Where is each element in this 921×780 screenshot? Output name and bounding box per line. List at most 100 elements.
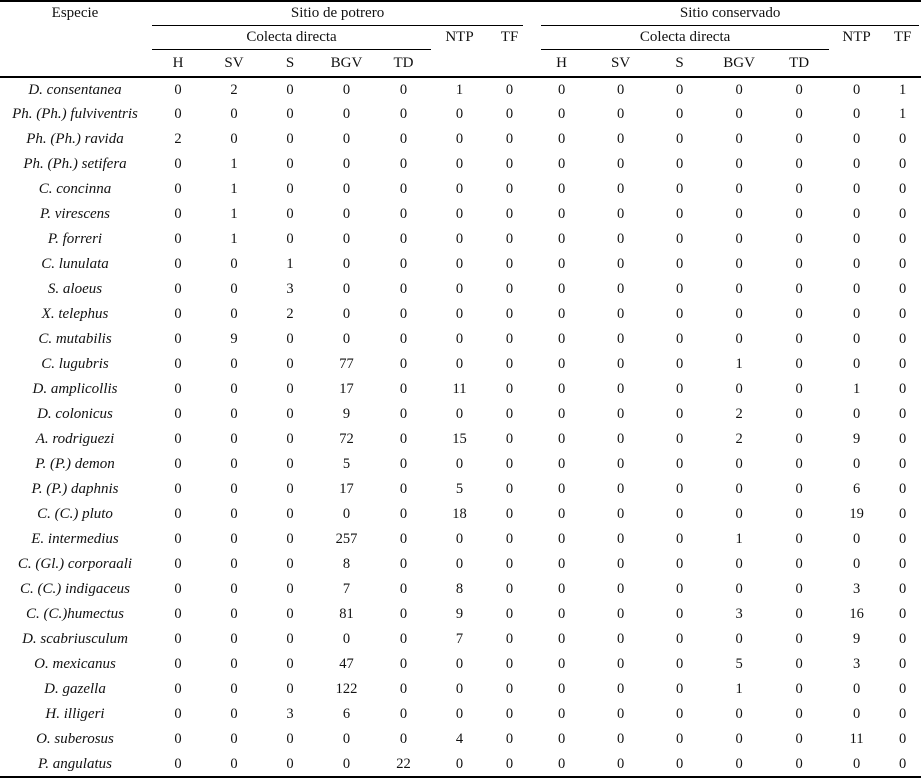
count-cell: 0 [675, 481, 684, 497]
count-cell: 0 [675, 131, 684, 147]
species-name: X. telephus [41, 306, 109, 322]
species-name: Ph. (Ph.) setifera [23, 156, 127, 172]
count-cell: 0 [505, 306, 514, 322]
count-cell: 0 [795, 306, 803, 322]
count-cell: 0 [230, 131, 238, 147]
count-cell: 0 [735, 131, 743, 147]
count-cell: 0 [557, 481, 566, 497]
count-cell: 0 [505, 106, 514, 122]
count-cell: 0 [342, 506, 351, 522]
count-cell: 0 [852, 281, 861, 297]
table-row: E. intermedius 0 0 0 257 0 0 0 0 0 0 1 0 0 0 [0, 527, 921, 552]
count-cell: 0 [230, 106, 238, 122]
count-cell: 6 [342, 706, 351, 722]
count-cell: 0 [852, 106, 861, 122]
table-row: C. (C.) pluto 0 0 0 0 0 18 0 0 0 0 0 0 19 0 [0, 502, 921, 527]
count-cell: 0 [795, 456, 803, 472]
count-cell: 0 [174, 581, 182, 597]
count-cell: 0 [616, 755, 625, 772]
count-cell: 0 [505, 731, 514, 747]
count-cell: 0 [899, 406, 907, 422]
count-cell: 0 [230, 431, 238, 447]
count-cell: 5 [455, 481, 464, 497]
table-row: P. (P.) demon 0 0 0 5 0 0 0 0 0 0 0 0 0 0 [0, 452, 921, 477]
count-cell: 0 [735, 231, 743, 247]
count-cell: 0 [795, 506, 803, 522]
count-cell: 0 [557, 81, 566, 98]
count-cell: 0 [399, 106, 408, 122]
table-row: D. colonicus 0 0 0 9 0 0 0 0 0 0 2 0 0 0 [0, 402, 921, 427]
count-cell: 0 [735, 631, 743, 647]
species-name: O. suberosus [36, 731, 114, 747]
count-cell: 0 [795, 231, 803, 247]
table-row: O. mexicanus 0 0 0 47 0 0 0 0 0 0 5 0 3 0 [0, 652, 921, 677]
count-cell: 0 [342, 731, 351, 747]
count-cell: 0 [675, 281, 684, 297]
column-header-sv-potrero: SV [224, 54, 244, 71]
count-cell: 0 [852, 131, 861, 147]
table-row: D. scabriusculum 0 0 0 0 0 7 0 0 0 0 0 0 9 0 [0, 627, 921, 652]
count-cell: 0 [795, 206, 803, 222]
count-cell: 0 [174, 755, 182, 772]
count-cell: 0 [342, 231, 351, 247]
count-cell: 0 [342, 755, 351, 772]
count-cell: 1 [735, 681, 743, 697]
count-cell: 0 [852, 556, 861, 572]
count-cell: 0 [795, 156, 803, 172]
count-cell: 0 [505, 331, 514, 347]
count-cell: 0 [505, 531, 514, 547]
table-row: D. amplicollis 0 0 0 17 0 11 0 0 0 0 0 0 1 0 [0, 377, 921, 402]
count-cell: 0 [852, 331, 861, 347]
count-cell: 0 [342, 206, 351, 222]
column-header-ntp-potrero: NTP [445, 29, 474, 45]
count-cell: 5 [342, 456, 351, 472]
species-name: S. aloeus [47, 281, 103, 297]
count-cell: 0 [505, 506, 514, 522]
count-cell: 0 [455, 755, 464, 772]
table-row: X. telephus 0 0 2 0 0 0 0 0 0 0 0 0 0 0 [0, 302, 921, 327]
count-cell: 0 [795, 406, 803, 422]
count-cell: 0 [286, 431, 294, 447]
species-name: H. illigeri [45, 706, 105, 722]
count-cell: 0 [795, 581, 803, 597]
count-cell: 0 [342, 181, 351, 197]
count-cell: 0 [455, 406, 464, 422]
count-cell: 0 [230, 681, 238, 697]
count-cell: 0 [230, 281, 238, 297]
count-cell: 0 [399, 406, 408, 422]
count-cell: 0 [675, 731, 684, 747]
count-cell: 0 [675, 556, 684, 572]
count-cell: 9 [455, 606, 464, 622]
count-cell: 0 [399, 706, 408, 722]
count-cell: 0 [230, 456, 238, 472]
count-cell: 0 [795, 681, 803, 697]
count-cell: 0 [735, 256, 743, 272]
count-cell: 0 [899, 556, 907, 572]
count-cell: 0 [899, 481, 907, 497]
species-name: C. lugubris [41, 356, 109, 372]
count-cell: 0 [616, 706, 625, 722]
count-cell: 0 [455, 131, 464, 147]
count-cell: 0 [399, 631, 408, 647]
count-cell: 0 [286, 556, 294, 572]
count-cell: 0 [616, 581, 625, 597]
count-cell: 0 [616, 481, 625, 497]
count-cell: 0 [616, 306, 625, 322]
count-cell: 0 [735, 581, 743, 597]
species-name: C. (Gl.) corporaali [17, 556, 133, 572]
count-cell: 0 [899, 706, 907, 722]
count-cell: 0 [174, 406, 182, 422]
table-row: P. (P.) daphnis 0 0 0 17 0 5 0 0 0 0 0 0 6 0 [0, 477, 921, 502]
count-cell: 0 [505, 256, 514, 272]
count-cell: 0 [174, 631, 182, 647]
count-cell: 0 [852, 531, 861, 547]
group-label-potrero: Sitio de potrero [290, 5, 385, 21]
count-cell: 0 [735, 106, 743, 122]
count-cell: 9 [852, 631, 861, 647]
count-cell: 0 [795, 706, 803, 722]
count-cell: 0 [174, 456, 182, 472]
count-cell: 0 [286, 681, 294, 697]
count-cell: 0 [505, 231, 514, 247]
